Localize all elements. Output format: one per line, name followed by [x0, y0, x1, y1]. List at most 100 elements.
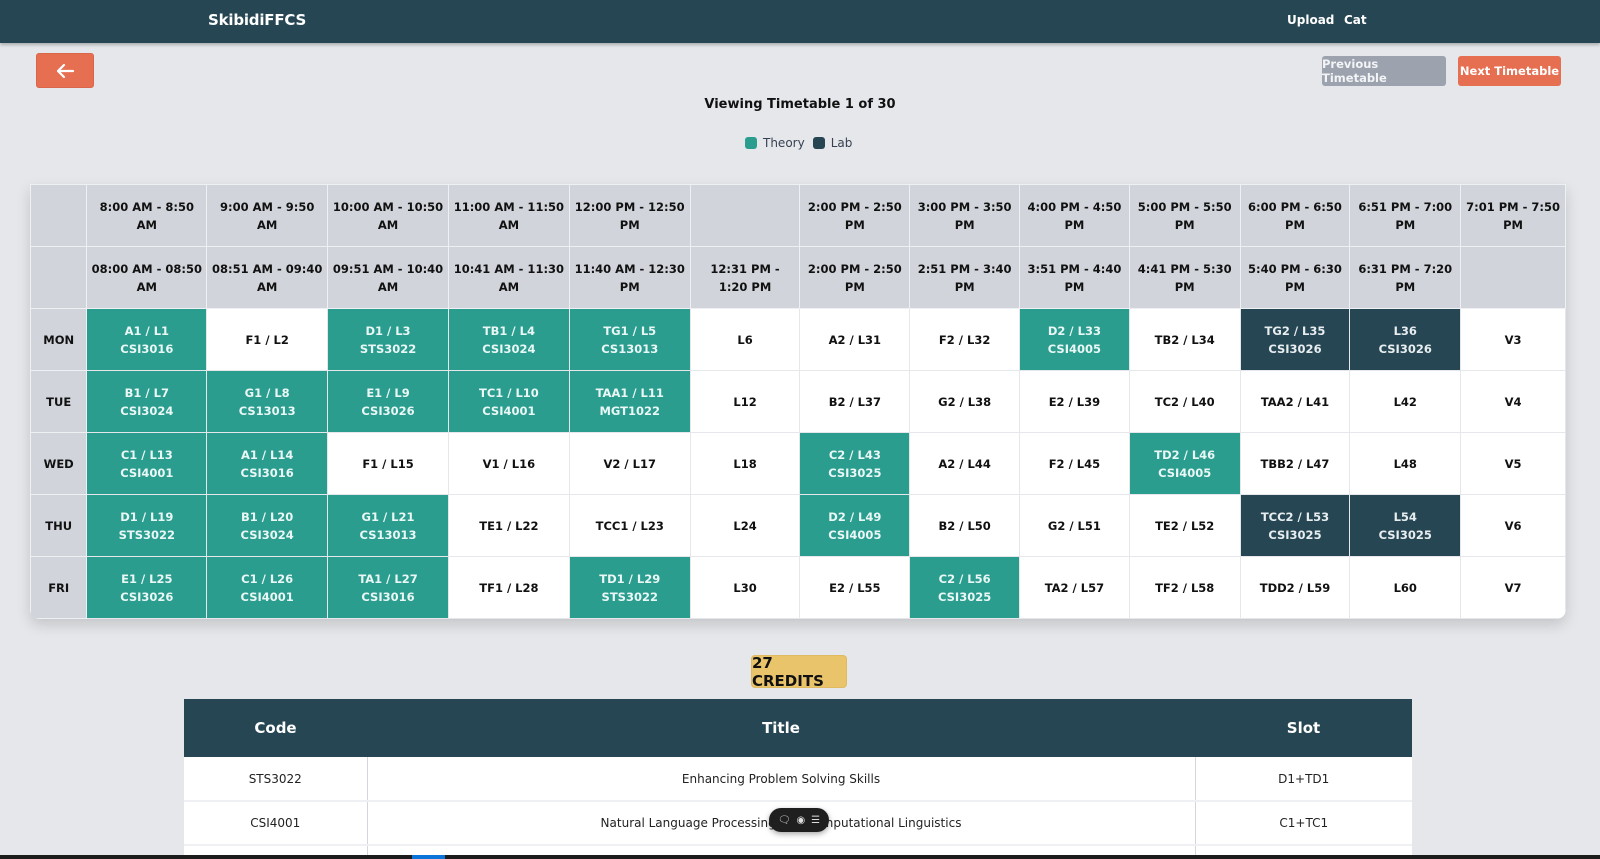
slot-cell-free[interactable]: V1 / L16	[447, 432, 570, 495]
slot-cell-theory[interactable]: TG1 / L5 CS13013	[568, 308, 691, 371]
slot-cell-free[interactable]: A2 / L44	[909, 432, 1021, 495]
slot-code: C1 / L13	[120, 447, 173, 462]
nav-link-upload[interactable]: Upload	[1287, 13, 1335, 27]
slot-cell-theory[interactable]: D1 / L3 STS3022	[327, 308, 449, 371]
slot-cell-free[interactable]: V6	[1460, 494, 1566, 557]
slot-cell-free[interactable]: E2 / L55	[799, 556, 911, 619]
slot-cell-free[interactable]: L12	[689, 370, 801, 433]
time-header-cell: 5:40 PM - 6:30 PM	[1239, 246, 1351, 309]
slot-code: TA2 / L57	[1044, 580, 1105, 595]
slot-cell-free[interactable]: L42	[1349, 370, 1462, 433]
slot-cell-theory[interactable]: C1 / L13 CSI4001	[86, 432, 208, 495]
slot-cell-theory[interactable]: TC1 / L10 CSI4001	[447, 370, 570, 433]
brand-logo[interactable]: SkibidiFFCS	[208, 11, 307, 29]
slot-cell-free[interactable]: L60	[1349, 556, 1462, 619]
slot-cell-free[interactable]: B2 / L37	[799, 370, 911, 433]
slot-code: L6	[737, 332, 753, 347]
slot-code: TBB2 / L47	[1260, 456, 1330, 471]
taskbar-active-app[interactable]	[412, 855, 445, 859]
day-row-wed: WED C1 / L13 CSI4001 A1 / L14 CSI3016 F1 / L1…	[30, 432, 1566, 495]
slot-cell-theory[interactable]: TB1 / L4 CSI3024	[447, 308, 570, 371]
slot-cell-free[interactable]: G2 / L38	[909, 370, 1021, 433]
course-code: CSI3016	[361, 589, 415, 604]
slot-cell-theory[interactable]: C1 / L26 CSI4001	[206, 556, 329, 619]
slot-cell-theory[interactable]: B1 / L7 CSI3024	[86, 370, 208, 433]
slot-cell-theory[interactable]: TD2 / L46 CSI4005	[1128, 432, 1241, 495]
slot-cell-free[interactable]: L30	[689, 556, 801, 619]
slot-cell-free[interactable]: A2 / L31	[799, 308, 911, 371]
slot-cell-free[interactable]: B2 / L50	[909, 494, 1021, 557]
slot-cell-free[interactable]: TE1 / L22	[447, 494, 570, 557]
time-header-cell: 09:51 AM - 10:40 AM	[327, 246, 449, 309]
time-header-cell: 6:31 PM - 7:20 PM	[1349, 246, 1462, 309]
course-code: STS3022	[359, 341, 417, 356]
slot-cell-theory[interactable]: E1 / L25 CSI3026	[86, 556, 208, 619]
slot-cell-theory[interactable]: A1 / L1 CSI3016	[86, 308, 208, 371]
time-header-cell	[1460, 246, 1566, 309]
slot-cell-theory[interactable]: D2 / L49 CSI4005	[799, 494, 911, 557]
slot-cell-theory[interactable]: TAA1 / L11 MGT1022	[568, 370, 691, 433]
slot-cell-theory[interactable]: B1 / L20 CSI3024	[206, 494, 329, 557]
slot-cell-free[interactable]: L6	[689, 308, 801, 371]
slot-code: E2 / L39	[1048, 394, 1101, 409]
slot-cell-free[interactable]: V3	[1460, 308, 1566, 371]
slot-cell-lab[interactable]: L36 CSI3026	[1349, 308, 1462, 371]
next-timetable-button[interactable]: Next Timetable	[1458, 56, 1561, 86]
slot-cell-theory[interactable]: D2 / L33 CSI4005	[1019, 308, 1130, 371]
slot-cell-theory[interactable]: C2 / L43 CSI3025	[799, 432, 911, 495]
slot-cell-theory[interactable]: E1 / L9 CSI3026	[327, 370, 449, 433]
slot-cell-theory[interactable]: TA1 / L27 CSI3016	[327, 556, 449, 619]
slot-cell-free[interactable]: F1 / L2	[206, 308, 329, 371]
back-button[interactable]	[36, 53, 94, 88]
slot-cell-free[interactable]: L24	[689, 494, 801, 557]
course-code: CSI3025	[1268, 527, 1322, 542]
previous-timetable-button[interactable]: Previous Timetable	[1322, 56, 1446, 86]
slot-cell-free[interactable]: V4	[1460, 370, 1566, 433]
slot-cell-free[interactable]: F1 / L15	[327, 432, 449, 495]
slot-code: V5	[1504, 456, 1522, 471]
slot-cell-free[interactable]: TDD2 / L59	[1239, 556, 1351, 619]
slot-code: E1 / L25	[121, 571, 173, 586]
slot-cell-free[interactable]: TF2 / L58	[1128, 556, 1241, 619]
slot-cell-free[interactable]: TCC1 / L23	[568, 494, 691, 557]
slot-cell-lab[interactable]: L54 CSI3025	[1349, 494, 1462, 557]
slot-cell-free[interactable]: L18	[689, 432, 801, 495]
slot-cell-free[interactable]: E2 / L39	[1019, 370, 1130, 433]
slot-cell-free[interactable]: V7	[1460, 556, 1566, 619]
slot-cell-free[interactable]: TC2 / L40	[1128, 370, 1241, 433]
slot-code: C1 / L26	[241, 571, 294, 586]
course-code: CS13013	[359, 527, 417, 542]
slot-cell-lab[interactable]: TG2 / L35 CSI3026	[1239, 308, 1351, 371]
record-icon[interactable]: ◉	[796, 814, 806, 826]
slot-cell-free[interactable]: V5	[1460, 432, 1566, 495]
slot-cell-theory[interactable]: D1 / L19 STS3022	[86, 494, 208, 557]
menu-icon[interactable]: ☰	[811, 814, 821, 826]
slot-cell-free[interactable]: TF1 / L28	[447, 556, 570, 619]
slot-cell-free[interactable]: F2 / L32	[909, 308, 1021, 371]
theory-swatch-icon	[745, 137, 757, 149]
slot-code: TCC2 / L53	[1260, 509, 1330, 524]
slot-cell-free[interactable]: F2 / L45	[1019, 432, 1130, 495]
slot-code: B2 / L50	[938, 518, 991, 533]
slot-cell-theory[interactable]: C2 / L56 CSI3025	[909, 556, 1021, 619]
slot-cell-free[interactable]: TA2 / L57	[1019, 556, 1130, 619]
slot-cell-theory[interactable]: TD1 / L29 STS3022	[568, 556, 691, 619]
legend-theory: Theory	[745, 136, 805, 150]
comment-icon[interactable]: 🗨	[777, 814, 791, 826]
course-code: CSI3025	[938, 589, 992, 604]
slot-cell-lab[interactable]: TCC2 / L53 CSI3025	[1239, 494, 1351, 557]
slot-cell-free[interactable]: TE2 / L52	[1128, 494, 1241, 557]
legend: Theory Lab	[745, 136, 852, 150]
slot-code: E2 / L55	[829, 580, 881, 595]
slot-cell-free[interactable]: V2 / L17	[568, 432, 691, 495]
slot-cell-free[interactable]: G2 / L51	[1019, 494, 1130, 557]
corner-cell	[30, 184, 88, 247]
nav-link-cat[interactable]: Cat	[1344, 13, 1367, 27]
slot-cell-theory[interactable]: G1 / L21 CS13013	[327, 494, 449, 557]
slot-cell-free[interactable]: L48	[1349, 432, 1462, 495]
slot-cell-theory[interactable]: A1 / L14 CSI3016	[206, 432, 329, 495]
slot-cell-free[interactable]: TAA2 / L41	[1239, 370, 1351, 433]
slot-cell-free[interactable]: TBB2 / L47	[1239, 432, 1351, 495]
slot-cell-free[interactable]: TB2 / L34	[1128, 308, 1241, 371]
slot-cell-theory[interactable]: G1 / L8 CS13013	[206, 370, 329, 433]
